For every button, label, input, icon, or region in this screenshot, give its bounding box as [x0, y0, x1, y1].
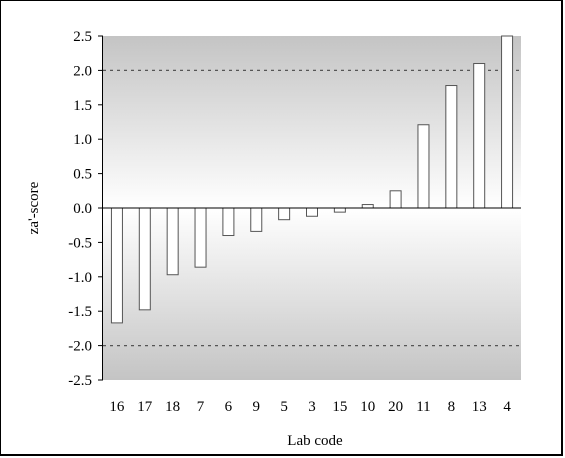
x-tick-label: 20 — [388, 399, 403, 415]
y-tick-label: -2.5 — [68, 373, 92, 389]
bar — [194, 207, 207, 268]
x-tick-label: 16 — [109, 399, 125, 415]
y-tick-label: -1.5 — [68, 304, 92, 320]
x-tick-label: 17 — [137, 399, 153, 415]
y-tick-label: 1.0 — [73, 132, 92, 148]
bar — [389, 190, 402, 209]
x-tick-label: 6 — [225, 399, 233, 415]
bar — [138, 207, 151, 311]
bar — [473, 63, 486, 209]
x-tick-label: 8 — [448, 399, 456, 415]
bar — [501, 35, 514, 209]
bar — [361, 204, 374, 209]
x-tick-label: 5 — [280, 399, 288, 415]
x-tick-label: 11 — [416, 399, 430, 415]
y-axis-title: za'-score — [26, 181, 42, 234]
y-tick-label: 2.0 — [73, 63, 92, 79]
y-tick-label: 0.0 — [73, 201, 92, 217]
bar — [306, 207, 318, 217]
y-tick-label: -1.0 — [68, 270, 92, 286]
bar — [166, 207, 179, 276]
bar — [250, 207, 263, 232]
x-tick-label: 13 — [472, 399, 487, 415]
bar — [333, 207, 346, 213]
x-axis-title: Lab code — [287, 433, 343, 449]
x-tick-label: 9 — [253, 399, 261, 415]
x-tick-label: 3 — [308, 399, 316, 415]
y-tick-label: -0.5 — [68, 235, 92, 251]
y-tick-label: 0.5 — [73, 167, 92, 183]
x-tick-label: 4 — [503, 399, 511, 415]
y-tick-label: 1.5 — [73, 98, 92, 114]
x-tick-label: 15 — [332, 399, 347, 415]
x-tick-label: 18 — [165, 399, 180, 415]
bar — [110, 207, 123, 324]
bar — [417, 124, 430, 209]
y-tick-label: -2.0 — [68, 339, 92, 355]
bar — [278, 207, 291, 221]
bar — [445, 85, 458, 209]
x-tick-label: 10 — [360, 399, 375, 415]
y-tick-label: 2.5 — [73, 29, 92, 45]
x-tick-label: 7 — [197, 399, 205, 415]
bar — [222, 207, 235, 237]
